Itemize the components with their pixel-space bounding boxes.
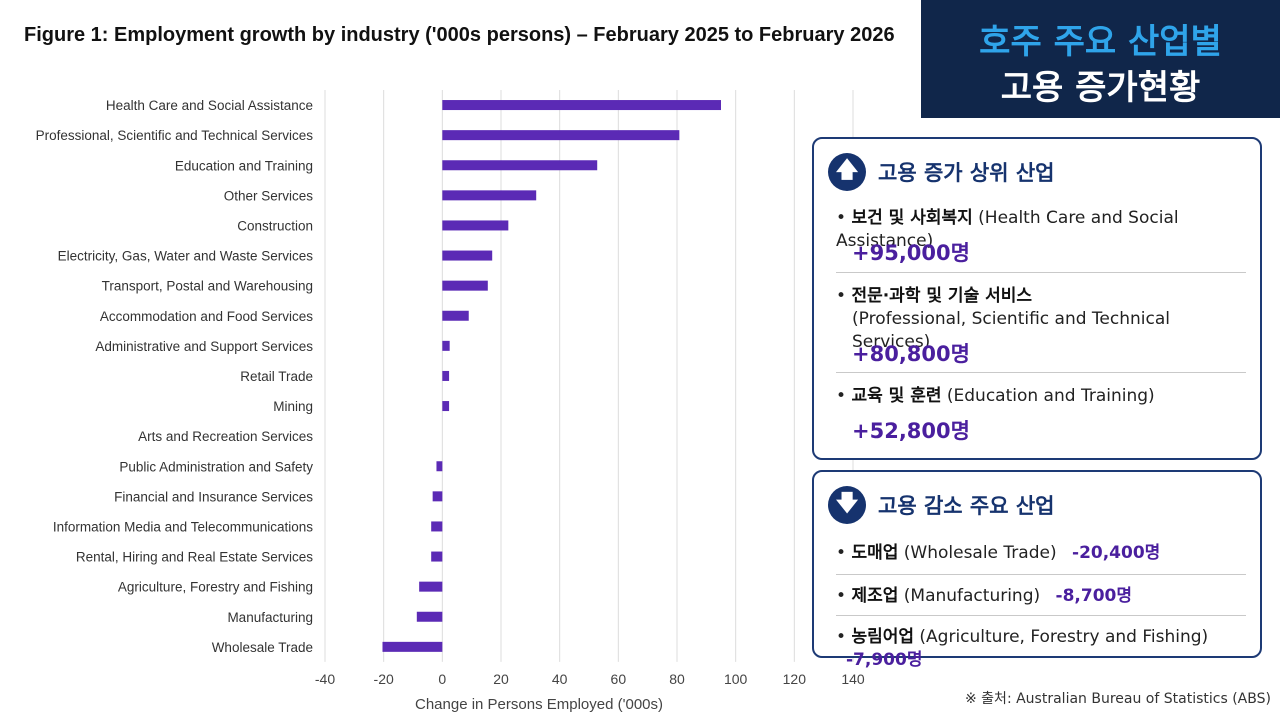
decrease-item: • 제조업 (Manufacturing) -8,700명 <box>836 586 1133 606</box>
category-label: Wholesale Trade <box>212 640 313 655</box>
category-label: Administrative and Support Services <box>95 339 313 354</box>
divider <box>836 615 1246 616</box>
divider <box>836 372 1246 373</box>
bar <box>442 401 450 412</box>
divider <box>836 272 1246 273</box>
increase-item-value: +95,000명 <box>852 241 970 265</box>
category-label: Retail Trade <box>240 369 313 384</box>
bar <box>419 581 443 592</box>
badge-line1: 호주 주요 산업별 <box>979 22 1222 62</box>
bar <box>442 250 493 261</box>
category-label: Accommodation and Food Services <box>100 309 313 324</box>
bar <box>432 491 443 502</box>
x-tick-label: 20 <box>493 671 509 687</box>
category-label: Information Media and Telecommunications <box>53 519 313 534</box>
increase-item-en: (Health Care and Social Assistance) <box>836 208 1179 251</box>
increase-item: • 교육 및 훈련 (Education and Training) <box>836 386 1155 406</box>
increase-item-en: (Professional, Scientific and Technical … <box>852 309 1170 352</box>
increase-item-ko: 보건 및 사회복지 <box>851 208 973 228</box>
bar <box>436 461 443 472</box>
category-label: Education and Training <box>175 158 313 173</box>
decrease-item-en: (Wholesale Trade) <box>903 543 1057 563</box>
badge-line2: 고용 증가현황 <box>1000 68 1201 108</box>
category-label: Health Care and Social Assistance <box>106 98 313 113</box>
increase-panel-header: 🡅 고용 증가 상위 산업 <box>828 153 1055 191</box>
category-label: Rental, Hiring and Real Estate Services <box>76 550 313 565</box>
x-axis-label: Change in Persons Employed ('000s) <box>415 696 663 713</box>
increase-panel: 🡅 고용 증가 상위 산업 • 보건 및 사회복지 (Health Care a… <box>812 137 1262 460</box>
decrease-panel-title: 고용 감소 주요 산업 <box>878 494 1055 518</box>
x-tick-label: 40 <box>552 671 568 687</box>
decrease-item: • 농림어업 (Agriculture, Forestry and Fishin… <box>836 627 1209 670</box>
category-label: Mining <box>273 399 313 414</box>
category-label: Transport, Postal and Warehousing <box>102 279 313 294</box>
bar <box>442 130 680 141</box>
category-label: Electricity, Gas, Water and Waste Servic… <box>58 249 314 264</box>
increase-item: • 전문·과학 및 기술 서비스 <box>836 286 1033 306</box>
decrease-item-ko: 제조업 <box>851 586 899 606</box>
decrease-panel-header: 🡇 고용 감소 주요 산업 <box>828 486 1055 524</box>
decrease-item-value: -8,700명 <box>1055 586 1133 606</box>
increase-item-value: +80,800명 <box>852 342 970 366</box>
increase-item-value: +52,800명 <box>852 419 970 443</box>
category-label: Public Administration and Safety <box>119 459 313 474</box>
bar <box>442 190 537 201</box>
decrease-item-ko: 도매업 <box>851 543 899 563</box>
arrow-up-icon: 🡅 <box>828 153 866 191</box>
increase-item-ko: 전문·과학 및 기술 서비스 <box>851 286 1033 306</box>
x-tick-label: 140 <box>841 671 865 687</box>
decrease-item-value: -7,900명 <box>846 650 923 670</box>
figure-title: Figure 1: Employment growth by industry … <box>24 24 895 46</box>
bar <box>382 641 443 652</box>
bar <box>431 521 443 532</box>
arrow-down-icon: 🡇 <box>828 486 866 524</box>
x-tick-label: 0 <box>438 671 446 687</box>
bar <box>442 160 598 171</box>
x-tick-label: 60 <box>611 671 627 687</box>
source-note: ※ 출처: Australian Bureau of Statistics (A… <box>965 691 1271 707</box>
title-badge: 호주 주요 산업별 고용 증가현황 <box>921 0 1280 118</box>
category-label: Other Services <box>224 188 314 203</box>
decrease-item-value: -20,400명 <box>1072 543 1161 563</box>
bar <box>442 310 469 321</box>
category-label: Arts and Recreation Services <box>138 429 313 444</box>
bar <box>431 551 443 562</box>
category-label: Manufacturing <box>227 610 313 625</box>
bar <box>416 611 443 622</box>
divider <box>836 574 1246 575</box>
increase-panel-title: 고용 증가 상위 산업 <box>878 161 1055 185</box>
bar <box>442 280 488 291</box>
category-label: Agriculture, Forestry and Fishing <box>118 580 313 595</box>
decrease-item-en: (Manufacturing) <box>903 586 1041 606</box>
x-tick-label: 100 <box>724 671 748 687</box>
bar-chart: -40 -20 0 20 40 60 80 100 120 140 Health Care and … <box>36 90 865 713</box>
category-label: Financial and Insurance Services <box>114 489 313 504</box>
bar <box>442 100 721 111</box>
x-tick-label: 80 <box>669 671 685 687</box>
category-label: Construction <box>237 218 313 233</box>
decrease-item-en: (Agriculture, Forestry and Fishing) <box>919 627 1209 647</box>
increase-item-en: (Education and Training) <box>946 386 1155 406</box>
x-tick-label: 120 <box>783 671 807 687</box>
decrease-item-ko: 농림어업 <box>851 627 914 647</box>
bar <box>442 340 450 351</box>
bar <box>442 370 450 381</box>
x-tick-label: -20 <box>374 671 394 687</box>
bar <box>442 220 509 231</box>
decrease-panel: 🡇 고용 감소 주요 산업 • 도매업 (Wholesale Trade) -2… <box>812 470 1262 670</box>
decrease-item: • 도매업 (Wholesale Trade) -20,400명 <box>836 543 1161 563</box>
increase-item: • 보건 및 사회복지 (Health Care and Social Assi… <box>836 208 1179 251</box>
category-label: Professional, Scientific and Technical S… <box>36 128 314 143</box>
x-tick-label: -40 <box>315 671 335 687</box>
increase-item-ko: 교육 및 훈련 <box>851 386 942 406</box>
